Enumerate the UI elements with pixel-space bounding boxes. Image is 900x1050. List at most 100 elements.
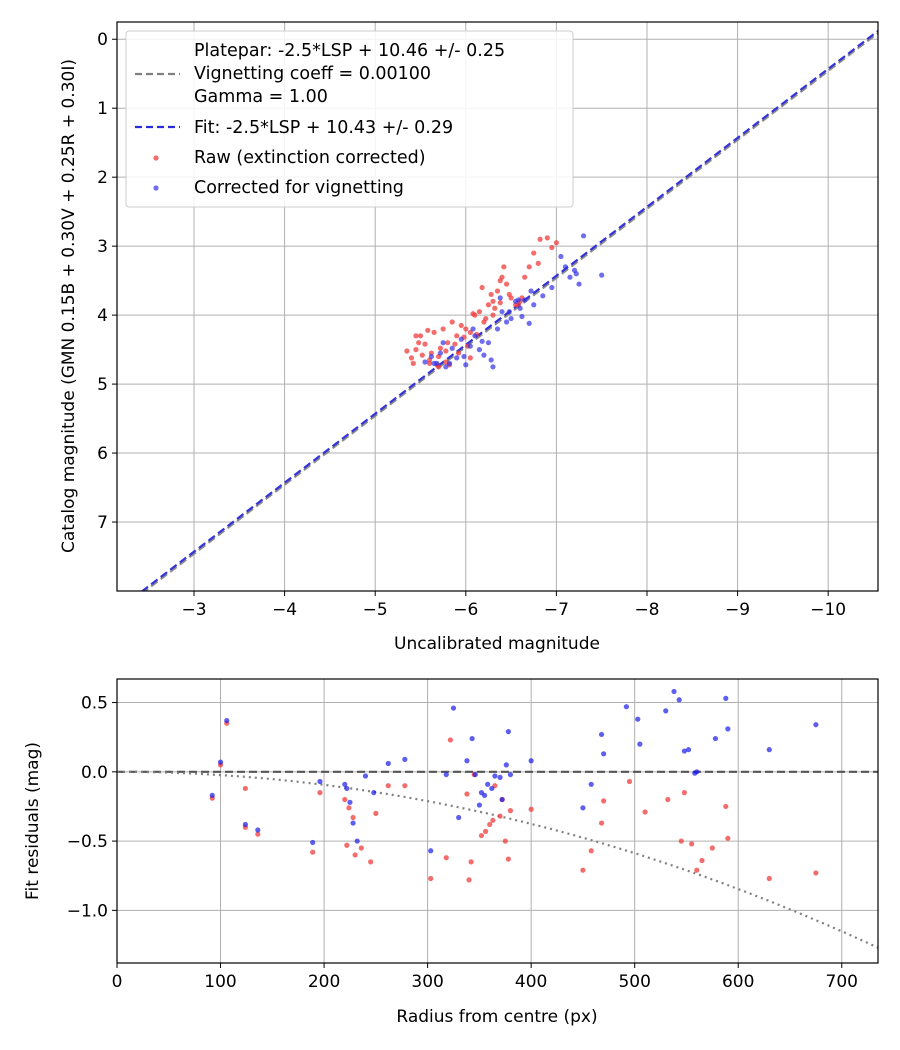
raw-point [368, 859, 374, 865]
platepar-line [143, 31, 878, 591]
y-tick-label: 3 [97, 237, 108, 257]
x-tick-label: −5 [363, 600, 388, 620]
corrected-point [362, 773, 369, 779]
corrected-point [671, 688, 677, 695]
raw-point [678, 838, 684, 844]
y-tick-label: 0.0 [81, 763, 108, 783]
corrected-point [663, 708, 669, 714]
magnitude-chart: −3 −4 −5 −6 −7 −8 −9 −10 0 1 2 3 4 5 6 7 Uncalibrated m… [59, 21, 879, 654]
x-tick-label: 300 [411, 972, 443, 992]
corrected-point [456, 814, 462, 821]
y-tick-label: 6 [97, 444, 108, 464]
raw-point [344, 842, 350, 848]
raw-point [454, 333, 460, 339]
corrected-point [522, 297, 528, 303]
corrected-point [562, 264, 569, 270]
raw-point [470, 311, 476, 317]
raw-point [522, 274, 528, 280]
top-legend: Platepar: -2.5*LSP + 10.46 +/- 0.25 Vign… [125, 30, 574, 208]
raw-point [464, 791, 470, 797]
x-tick-label: −9 [725, 600, 750, 620]
raw-point [507, 808, 514, 814]
corrected-point [508, 315, 514, 322]
corrected-point [449, 345, 455, 351]
corrected-point [598, 731, 605, 738]
corrected-point [766, 747, 772, 753]
corrected-point [499, 796, 505, 803]
x-tick-label: 400 [515, 972, 547, 992]
corrected-point [488, 357, 494, 363]
raw-point [317, 790, 323, 796]
raw-point [342, 796, 348, 803]
corrected-point [485, 781, 491, 787]
corrected-point [517, 305, 523, 311]
raw-point [242, 785, 248, 792]
corrected-point [528, 758, 534, 764]
raw-point [408, 355, 415, 361]
corrected-point [443, 771, 449, 778]
top-y-axis-label: Catalog magnitude (GMN 0.15B + 0.30V + 0… [59, 59, 79, 553]
raw-point [426, 360, 433, 366]
corrected-point [558, 253, 564, 260]
corrected-point [458, 336, 464, 342]
corrected-point [576, 281, 582, 287]
x-tick-label: 100 [204, 972, 236, 992]
x-tick-label: −7 [544, 600, 569, 620]
raw-point [478, 832, 485, 839]
raw-point [402, 783, 408, 789]
corrected-point [507, 771, 514, 778]
bottom-ticks: 0 100 200 300 400 500 600 700 0.5 0.0 −0.5 −1.0 [67, 694, 858, 992]
raw-point [352, 852, 358, 858]
corrected-point [519, 313, 525, 320]
corrected-point [588, 781, 594, 787]
x-tick-label: −3 [181, 600, 206, 620]
raw-point [476, 309, 482, 315]
corrected-point [347, 799, 353, 805]
legend-platepar-line3: Gamma = 1.00 [194, 87, 328, 107]
corrected-point [573, 271, 579, 277]
y-tick-label: 2 [97, 168, 108, 188]
raw-point [458, 322, 464, 329]
corrected-point [354, 838, 360, 844]
corrected-point [310, 839, 316, 846]
corrected-point [599, 272, 605, 278]
corrected-point [725, 726, 731, 732]
corrected-point [371, 790, 377, 796]
corrected-point [813, 722, 819, 728]
raw-point [443, 348, 449, 354]
raw-point [413, 347, 419, 353]
corrected-point [476, 802, 482, 808]
raw-point [689, 841, 695, 847]
corrected-point [635, 716, 641, 722]
raw-point [723, 803, 729, 810]
x-tick-label: −10 [810, 600, 846, 620]
raw-point [463, 326, 469, 332]
raw-point [482, 828, 489, 834]
x-tick-label: 500 [618, 972, 650, 992]
raw-point [422, 341, 428, 347]
corrected-point [503, 762, 509, 768]
y-tick-label: 1 [97, 99, 108, 119]
corrected-point [454, 355, 460, 361]
raw-point [497, 813, 503, 819]
raw-point [346, 805, 352, 811]
y-tick-label: −0.5 [67, 832, 108, 852]
bottom-grid [116, 679, 878, 963]
raw-point [385, 783, 391, 789]
raw-point [255, 831, 261, 837]
corrected-point [461, 353, 467, 360]
corrected-point [464, 758, 470, 764]
raw-point [544, 235, 550, 241]
raw-point [588, 848, 594, 854]
raw-point [642, 809, 648, 815]
raw-point [452, 341, 458, 347]
corrected-point [431, 360, 437, 366]
raw-point [580, 867, 586, 873]
y-tick-label: −1.0 [67, 901, 108, 921]
corrected-point [637, 741, 643, 747]
raw-point [490, 817, 496, 823]
residuals-chart: 0 100 200 300 400 500 600 700 0.5 0.0 −0.5 −1.0 Rad… [23, 678, 879, 1027]
raw-point [813, 870, 819, 876]
corrected-point [224, 717, 230, 724]
corrected-point [344, 785, 350, 792]
